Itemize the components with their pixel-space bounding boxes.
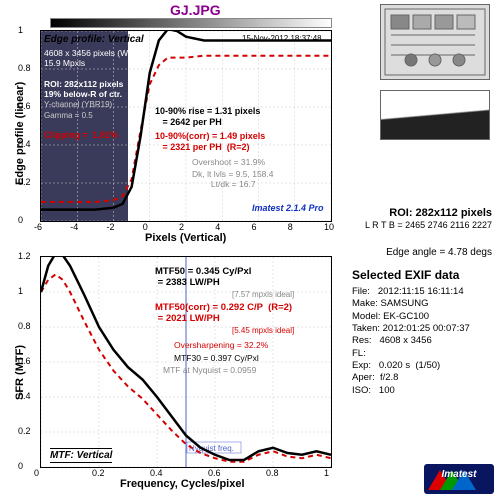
sfr-xlabel: Frequency, Cycles/pixel (120, 478, 245, 490)
roi-text: ROI: 282x112 pixels (389, 206, 492, 220)
edge-xlabel: Pixels (Vertical) (145, 232, 226, 244)
oversharp-text: Oversharpening = 32.2% (174, 340, 268, 350)
test-chart-thumb (380, 4, 490, 80)
imatest-logo: Imatest (424, 464, 494, 494)
mtf50c-text: MTF50(corr) = 0.292 C/P (R=2) = 2021 LW/… (155, 302, 292, 325)
edge-ylabel: Edge profile (linear) (14, 82, 26, 185)
root: GJ.JPG Edge profile (linear) Pixels (Ver… (0, 0, 500, 500)
mtf50-ideal: [7.57 mpxls ideal] (232, 290, 294, 300)
edge-title: Edge profile: Vertical (44, 34, 144, 46)
clipping-label: Clipping = 1.81% (44, 130, 118, 141)
rise-corr-text: 10-90%(corr) = 1.49 pixels = 2321 per PH… (155, 131, 265, 153)
mtfnyq-text: MTF at Nyquist = 0.0959 (163, 365, 256, 375)
svg-text:Imatest: Imatest (441, 469, 477, 480)
lrtb-text: L R T B = 2465 2746 2116 2227 (365, 220, 492, 232)
watermark: Imatest 2.1.4 Pro (252, 203, 324, 214)
mtf50-text: MTF50 = 0.345 Cy/Pxl = 2383 LW/PH (155, 266, 251, 289)
mtf50c-ideal: [5.45 mpxls ideal] (232, 326, 294, 336)
grayscale-bar (50, 18, 332, 28)
edge-angle: Edge angle = 4.78 degs (386, 246, 492, 259)
edge-thumb (380, 90, 490, 140)
overshoot-text: Overshoot = 31.9% (192, 157, 265, 167)
exif-title: Selected EXIF data (352, 268, 459, 284)
file-title: GJ.JPG (170, 2, 221, 18)
timestamp: 15-Nov-2012 18:37:48 (242, 34, 322, 44)
mtf30-text: MTF30 = 0.397 Cy/Pxl (174, 353, 259, 363)
rise-text: 10-90% rise = 1.31 pixels = 2642 per PH (155, 106, 260, 128)
exif-data: File: 2012:11:15 16:11:14 Make: SAMSUNG … (352, 286, 470, 397)
dk-text: Dk, lt lvls = 9.5, 158.4 Lt/dk = 16.7 (192, 169, 274, 189)
edge-info: 4608 x 3456 pixels (WxH) 15.9 Mpxls ROI:… (44, 48, 141, 121)
sfr-title: MTF: Vertical (50, 448, 112, 463)
